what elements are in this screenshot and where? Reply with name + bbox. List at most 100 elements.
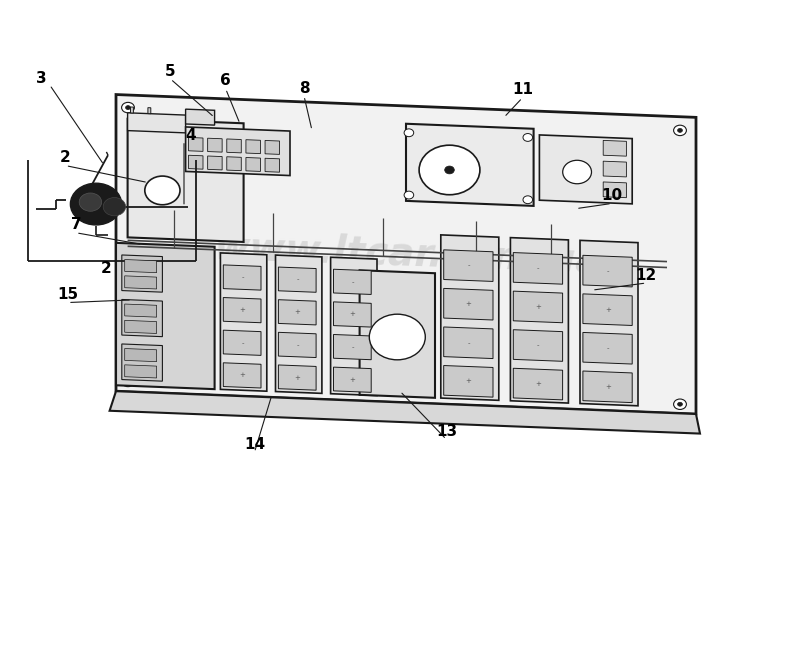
Polygon shape [514, 252, 562, 284]
Polygon shape [127, 119, 243, 242]
Text: +: + [350, 377, 355, 383]
Polygon shape [125, 365, 157, 378]
Polygon shape [444, 288, 493, 320]
Circle shape [445, 166, 454, 174]
Text: 4: 4 [185, 128, 196, 143]
Polygon shape [220, 253, 267, 391]
Polygon shape [246, 158, 261, 171]
Text: +: + [466, 301, 471, 307]
Text: 11: 11 [512, 82, 533, 98]
Polygon shape [223, 330, 261, 355]
Text: -: - [296, 342, 298, 348]
Text: +: + [535, 381, 541, 387]
Polygon shape [278, 365, 316, 390]
Polygon shape [122, 299, 162, 336]
Text: -: - [537, 265, 539, 271]
Text: -: - [241, 274, 244, 280]
Polygon shape [189, 138, 203, 151]
Circle shape [678, 128, 682, 132]
Polygon shape [275, 255, 322, 393]
Polygon shape [125, 349, 157, 362]
Polygon shape [223, 363, 261, 388]
Polygon shape [116, 95, 696, 414]
Polygon shape [186, 109, 214, 125]
Polygon shape [127, 113, 186, 133]
Circle shape [79, 193, 102, 211]
Polygon shape [148, 108, 151, 113]
Polygon shape [539, 135, 632, 204]
Polygon shape [265, 158, 279, 172]
Polygon shape [116, 243, 214, 389]
Polygon shape [122, 344, 162, 381]
Polygon shape [208, 138, 222, 152]
Polygon shape [265, 140, 279, 155]
Text: +: + [294, 375, 301, 381]
Polygon shape [441, 235, 499, 400]
Polygon shape [223, 265, 261, 290]
Polygon shape [125, 304, 157, 317]
Polygon shape [603, 182, 626, 198]
Text: 7: 7 [70, 217, 82, 233]
Text: +: + [466, 378, 471, 384]
Polygon shape [583, 294, 632, 325]
Polygon shape [226, 139, 242, 153]
Polygon shape [580, 241, 638, 406]
Polygon shape [223, 297, 261, 323]
Polygon shape [125, 276, 157, 289]
Polygon shape [334, 367, 371, 393]
Text: -: - [606, 346, 609, 351]
Polygon shape [444, 250, 493, 282]
Circle shape [523, 134, 533, 141]
Text: www.ltcar.com.ua: www.ltcar.com.ua [214, 228, 602, 280]
Circle shape [122, 102, 134, 113]
Polygon shape [122, 255, 162, 292]
Polygon shape [583, 256, 632, 287]
Circle shape [404, 129, 414, 137]
Circle shape [419, 145, 480, 195]
Circle shape [523, 196, 533, 203]
Polygon shape [444, 327, 493, 359]
Polygon shape [125, 259, 157, 273]
Text: 2: 2 [60, 150, 71, 166]
Polygon shape [514, 291, 562, 323]
Polygon shape [334, 334, 371, 360]
Text: -: - [606, 268, 609, 274]
Text: 5: 5 [165, 63, 176, 79]
Text: -: - [351, 279, 354, 285]
Polygon shape [583, 333, 632, 364]
Text: -: - [351, 344, 354, 350]
Circle shape [122, 376, 134, 387]
Text: -: - [296, 276, 298, 283]
Circle shape [562, 160, 591, 184]
Polygon shape [334, 269, 371, 295]
Text: 10: 10 [602, 188, 622, 203]
Circle shape [145, 176, 180, 205]
Polygon shape [208, 156, 222, 170]
Polygon shape [110, 391, 700, 434]
Circle shape [126, 379, 130, 383]
Polygon shape [130, 107, 134, 113]
Polygon shape [583, 371, 632, 402]
Polygon shape [226, 156, 242, 171]
Text: 6: 6 [220, 73, 231, 89]
Polygon shape [406, 124, 534, 206]
Text: 12: 12 [636, 267, 657, 283]
Polygon shape [278, 333, 316, 357]
Text: 2: 2 [101, 261, 112, 276]
Text: +: + [605, 384, 610, 390]
Circle shape [674, 399, 686, 409]
Polygon shape [334, 302, 371, 327]
Polygon shape [278, 267, 316, 292]
Text: +: + [239, 372, 246, 378]
Circle shape [370, 314, 426, 360]
Polygon shape [278, 300, 316, 325]
Polygon shape [514, 368, 562, 400]
Circle shape [103, 198, 126, 216]
Polygon shape [189, 155, 203, 169]
Text: -: - [241, 340, 244, 346]
Polygon shape [510, 237, 568, 403]
Text: 3: 3 [36, 70, 47, 86]
Circle shape [70, 183, 122, 225]
Polygon shape [246, 140, 261, 154]
Text: +: + [239, 307, 246, 313]
